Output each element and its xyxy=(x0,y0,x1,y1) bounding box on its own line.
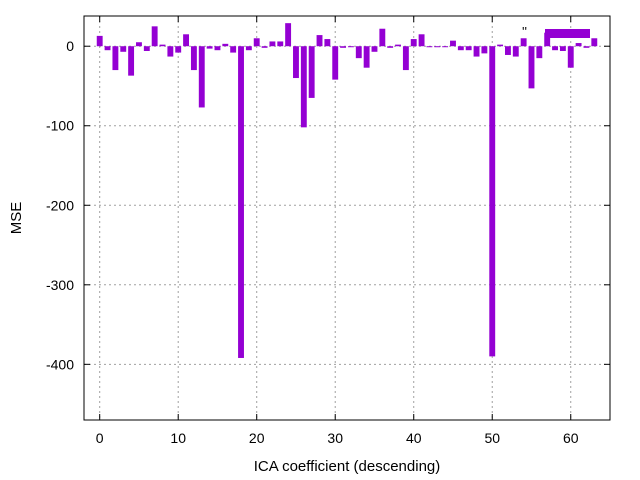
bar xyxy=(465,46,472,51)
legend: '' xyxy=(522,24,590,39)
bar xyxy=(504,46,511,55)
y-tick-label: -200 xyxy=(46,197,74,213)
bar xyxy=(536,46,543,59)
bar xyxy=(512,46,519,57)
bar xyxy=(450,40,456,47)
bar xyxy=(575,43,582,47)
bars xyxy=(96,23,598,358)
bar xyxy=(245,46,252,51)
bar xyxy=(371,46,378,52)
bar xyxy=(379,28,386,47)
bar xyxy=(410,39,417,47)
bar xyxy=(340,46,347,48)
bar xyxy=(316,35,323,47)
bar xyxy=(230,46,237,53)
bar xyxy=(520,38,527,47)
bar xyxy=(426,46,433,48)
y-tick-label: -400 xyxy=(46,356,74,372)
bar xyxy=(136,42,142,47)
bar xyxy=(457,46,464,51)
y-tick-label: 0 xyxy=(66,38,74,54)
bar xyxy=(214,46,221,51)
y-axis-label: MSE xyxy=(8,202,25,235)
x-tick-label: 0 xyxy=(96,430,104,446)
bar xyxy=(293,46,299,79)
x-axis-label: ICA coefficient (descending) xyxy=(254,458,441,475)
bar xyxy=(120,46,127,52)
plot-frame xyxy=(83,15,611,421)
legend-swatch xyxy=(545,29,590,38)
bar xyxy=(387,46,394,48)
bar xyxy=(151,26,158,47)
bar xyxy=(159,44,166,47)
bar xyxy=(442,46,449,48)
bar xyxy=(528,46,535,89)
bar xyxy=(96,35,103,47)
bar xyxy=(222,43,229,47)
bar xyxy=(175,46,182,53)
bar xyxy=(332,46,339,80)
bar xyxy=(277,41,284,47)
bar xyxy=(559,46,566,51)
x-tick-label: 10 xyxy=(170,430,186,446)
bar xyxy=(583,46,590,48)
bar xyxy=(363,46,370,68)
bar xyxy=(143,46,150,51)
bar xyxy=(324,39,331,47)
bar xyxy=(497,44,504,47)
y-tick-label: -300 xyxy=(46,277,74,293)
bar xyxy=(269,41,276,47)
bar xyxy=(285,23,292,47)
bar xyxy=(198,46,205,108)
bar xyxy=(104,46,111,51)
bar xyxy=(261,46,268,48)
x-tick-label: 30 xyxy=(327,430,343,446)
bar xyxy=(544,32,551,47)
bar xyxy=(395,44,401,47)
bar xyxy=(112,46,119,71)
bar xyxy=(552,46,558,51)
bar xyxy=(253,38,260,47)
bar xyxy=(473,46,480,57)
bar xyxy=(567,46,574,68)
bar xyxy=(167,46,174,57)
bar xyxy=(183,34,190,47)
x-tick-label: 40 xyxy=(406,430,422,446)
bar xyxy=(591,38,598,47)
bar xyxy=(190,46,197,71)
y-tick-label: -100 xyxy=(46,118,74,134)
x-tick-label: 50 xyxy=(484,430,500,446)
bar xyxy=(308,46,315,98)
bar xyxy=(206,46,213,49)
axis-ticks: 0 10 20 30 40 50 60 0 -100 -200 -300 -400 xyxy=(46,16,610,446)
bar xyxy=(402,46,409,71)
bar xyxy=(434,46,441,48)
x-tick-label: 60 xyxy=(563,430,579,446)
bar xyxy=(418,34,425,47)
bar xyxy=(238,46,244,358)
bar xyxy=(128,46,135,76)
x-tick-label: 20 xyxy=(249,430,265,446)
bar xyxy=(347,46,354,48)
bar xyxy=(481,46,488,54)
bar xyxy=(355,46,362,59)
legend-label: '' xyxy=(522,24,527,39)
bar xyxy=(489,46,496,357)
bar xyxy=(300,46,307,128)
